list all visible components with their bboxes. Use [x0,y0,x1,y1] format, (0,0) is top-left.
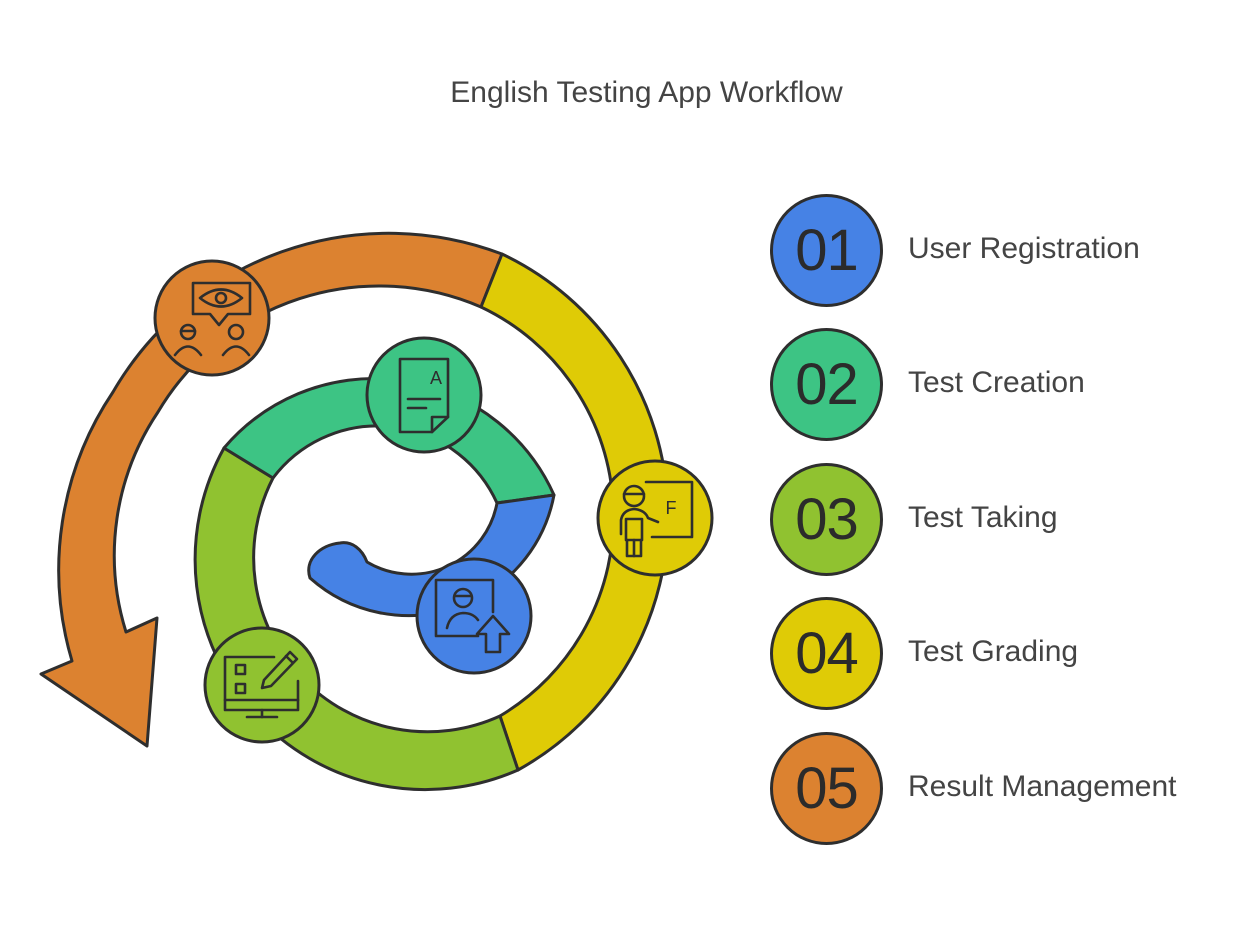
computer-pencil-icon [223,650,300,719]
step-badge: 04 [770,597,883,710]
diagram-title: English Testing App Workflow [450,76,843,109]
step-number: 03 [795,487,859,552]
node-test-creation [365,336,483,454]
spiral-segment-test-grading [479,252,670,772]
step-label: Test Grading [908,635,1079,668]
grade-letter: F [666,498,677,518]
step-number: 05 [795,756,859,821]
spiral-diagram: A F [39,231,714,792]
step-item-test-grading: 04 Test Grading [768,595,1238,713]
step-label: Test Creation [908,366,1085,399]
step-label: Result Management [908,770,1177,803]
step-item-result-management: 05 Result Management [768,730,1238,848]
user-upload-icon [434,578,511,654]
step-label: User Registration [908,232,1140,265]
document-letter: A [430,368,442,388]
step-item-user-registration: 01 User Registration [768,192,1238,310]
step-badge: 02 [770,328,883,441]
step-number: 01 [795,218,859,283]
eye-review-people-icon [173,281,252,357]
step-badge: 01 [770,194,883,307]
step-number: 04 [795,621,859,686]
step-item-test-creation: 02 Test Creation [768,326,1238,444]
step-badge: 03 [770,463,883,576]
step-item-test-taking: 03 Test Taking [768,461,1238,579]
step-number: 02 [795,352,859,417]
teacher-grade-f-icon [619,480,694,558]
spiral-segment-result-management [39,231,504,748]
node-test-grading [596,459,714,577]
step-badge: 05 [770,732,883,845]
document-a-icon [398,357,450,434]
step-label: Test Taking [908,501,1058,534]
